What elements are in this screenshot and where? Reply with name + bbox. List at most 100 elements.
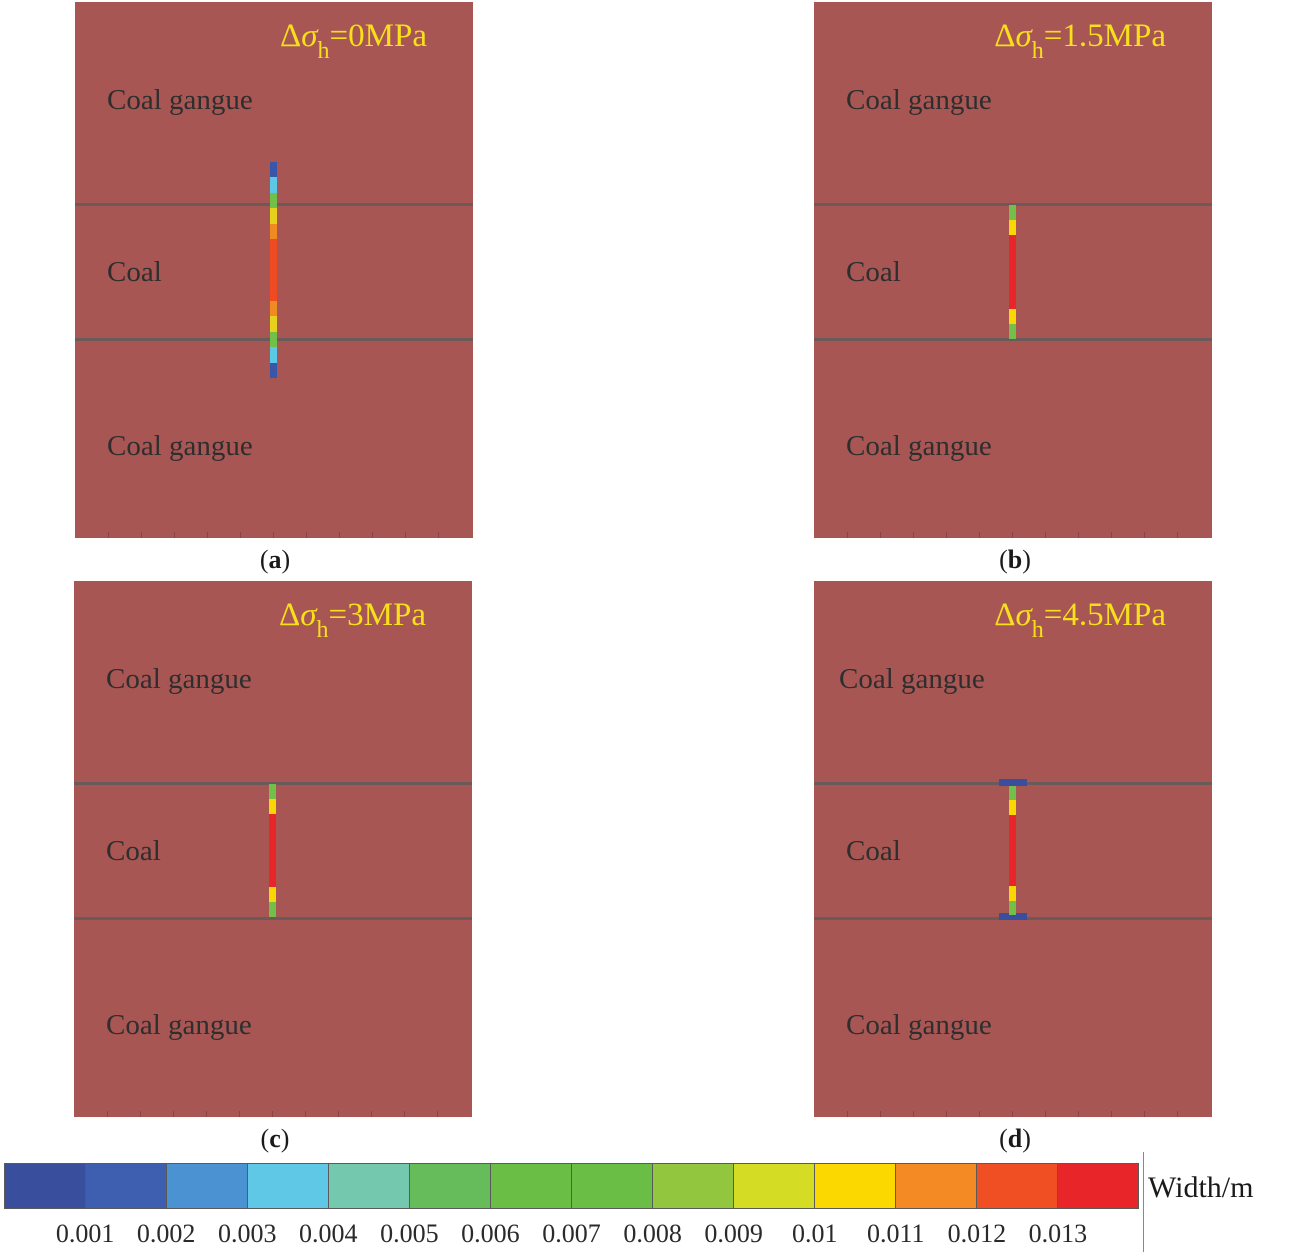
panel-b: Δσh=1.5MPa Coal gangue Coal Coal gangue: [814, 2, 1212, 538]
colorbar-cell: [653, 1164, 734, 1208]
caption-c: (c): [260, 1124, 290, 1153]
fracture-segment: [270, 300, 277, 317]
fracture: [269, 784, 276, 918]
colorbar-tick-label: 0.001: [55, 1219, 115, 1248]
axis-tick: [107, 1111, 108, 1117]
fracture-segment: [270, 192, 277, 209]
axis-tick: [979, 1111, 980, 1117]
axis-tick: [847, 1111, 848, 1117]
fracture-segment: [269, 798, 276, 815]
axis-tick: [1144, 1111, 1145, 1117]
colorbar-separator: [1143, 1152, 1144, 1252]
panel-d: Δσh=4.5MPa Coal gangue Coal Coal gangue: [814, 581, 1212, 1117]
fracture-segment: [269, 887, 276, 903]
axis-tick: [1111, 1111, 1112, 1117]
colorbar-tick-label: 0.005: [380, 1219, 439, 1248]
layer-label-top: Coal gangue: [106, 663, 252, 695]
fracture-segment: [270, 331, 277, 348]
colorbar-cell: [329, 1164, 410, 1208]
fracture-segment: [270, 162, 277, 178]
colorbar-tick-label: 0.012: [947, 1219, 1007, 1248]
axis-tick: [1177, 1111, 1178, 1117]
colorbar-cell: [410, 1164, 491, 1208]
colorbar-cell: [977, 1164, 1058, 1208]
fracture-segment: [1009, 219, 1016, 236]
fracture-segment: [270, 208, 277, 225]
colorbar-cell: [491, 1164, 572, 1208]
colorbar-title: Width/m: [1148, 1171, 1254, 1204]
panel-d-title: Δσh=4.5MPa: [994, 597, 1166, 643]
panel-c-title: Δσh=3MPa: [279, 597, 426, 643]
axis-tick: [338, 1111, 339, 1117]
axis-tick: [437, 1111, 438, 1117]
layer-label-middle: Coal: [106, 835, 161, 867]
axis-tick: [1078, 532, 1079, 538]
axis-tick: [913, 532, 914, 538]
axis-tick: [880, 532, 881, 538]
layer-label-top: Coal gangue: [107, 84, 253, 116]
fracture: [1009, 205, 1016, 340]
axis-tick: [273, 532, 274, 538]
layer-label-bottom: Coal gangue: [107, 430, 253, 462]
caption-d: (d): [999, 1124, 1031, 1153]
fracture-segment: [270, 239, 277, 256]
axis-tick: [1012, 1111, 1013, 1117]
axis-tick: [880, 1111, 881, 1117]
panel-a: Δσh=0MPa Coal gangue Coal Coal gangue: [75, 2, 473, 538]
caption-a: (a): [259, 545, 291, 574]
axis-tick: [405, 532, 406, 538]
fracture-segment: [269, 813, 276, 829]
layer-label-middle: Coal: [846, 256, 901, 288]
axis-tick: [1111, 532, 1112, 538]
fracture-segment: [1009, 786, 1016, 801]
axis-tick: [1045, 532, 1046, 538]
colorbar-cell: [734, 1164, 815, 1208]
interface-line-upper: [74, 782, 472, 785]
axis-tick: [1012, 532, 1013, 538]
colorbar-tick-label: 0.011: [867, 1219, 925, 1248]
fracture-segment: [270, 177, 277, 194]
fracture-segment: [1009, 843, 1016, 859]
axis-tick: [140, 1111, 141, 1117]
axis-tick: [339, 532, 340, 538]
fracture: [270, 162, 277, 379]
fracture-segment: [270, 362, 277, 379]
layer-label-middle: Coal: [107, 256, 162, 288]
axis-tick: [174, 532, 175, 538]
fracture-segment: [1009, 800, 1016, 816]
fracture-cap-lower: [999, 913, 1027, 920]
fracture-segment: [1009, 249, 1016, 266]
axis-tick: [272, 1111, 273, 1117]
axis-tick: [240, 532, 241, 538]
fracture-segment: [270, 316, 277, 333]
panel-b-title: Δσh=1.5MPa: [994, 18, 1166, 64]
axis-tick: [239, 1111, 240, 1117]
colorbar-tick-label: 0.004: [299, 1219, 358, 1248]
colorbar-cell: [167, 1164, 248, 1208]
axis-tick: [438, 532, 439, 538]
fracture-segment: [269, 857, 276, 874]
axis-tick: [306, 532, 307, 538]
colorbar-tick-label: 0.002: [136, 1219, 196, 1248]
fracture-segment: [269, 872, 276, 888]
colorbar-cell: [572, 1164, 653, 1208]
colorbar: [4, 1163, 1139, 1209]
axis-tick: [305, 1111, 306, 1117]
fracture-segment: [1009, 857, 1016, 873]
axis-tick: [173, 1111, 174, 1117]
axis-tick: [207, 532, 208, 538]
axis-tick: [913, 1111, 914, 1117]
layer-label-top: Coal gangue: [846, 84, 992, 116]
layer-label-bottom: Coal gangue: [846, 1009, 992, 1041]
fracture-segment: [1009, 279, 1016, 295]
axis-tick: [1177, 532, 1178, 538]
axis-tick: [141, 532, 142, 538]
axis-tick: [404, 1111, 405, 1117]
fracture-segment: [270, 285, 277, 302]
fracture-segment: [270, 270, 277, 286]
axis-tick: [847, 532, 848, 538]
colorbar-cell: [1058, 1164, 1138, 1208]
colorbar-tick-label: 0.003: [217, 1219, 277, 1248]
colorbar-tick-label: 0.013: [1028, 1219, 1088, 1248]
fracture-segment: [270, 254, 277, 271]
